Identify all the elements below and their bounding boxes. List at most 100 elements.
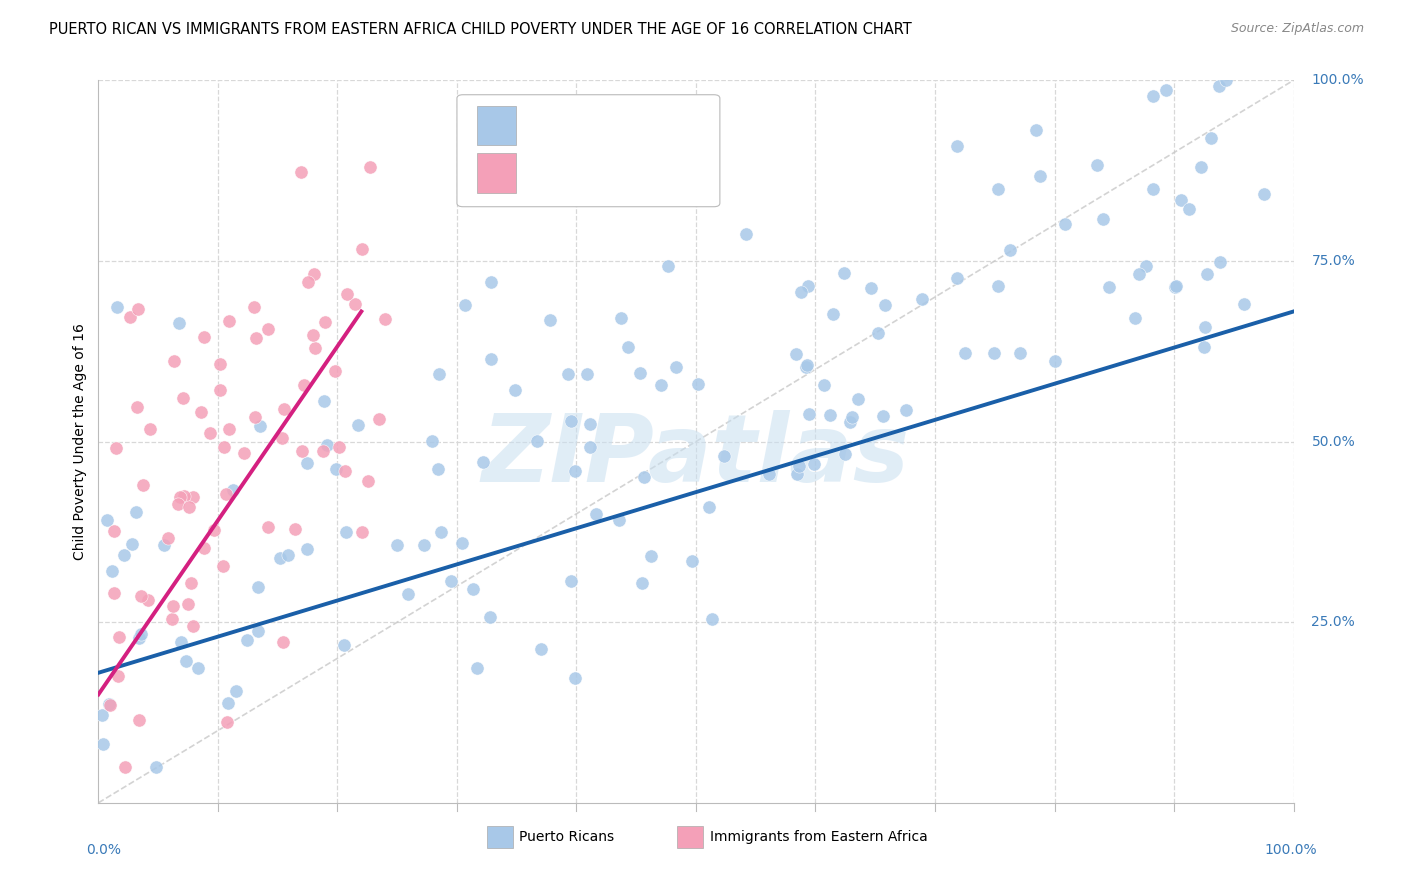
Point (347, 417, 370, 432)
Point (681, 554, 703, 568)
Point (247, 624, 270, 639)
Text: 100.0%: 100.0% (1312, 73, 1364, 87)
Point (271, 432, 294, 446)
Point (93, 737, 115, 751)
Point (787, 458, 810, 473)
Point (427, 367, 450, 381)
Point (225, 683, 247, 698)
Point (96, 513, 118, 527)
Point (292, 377, 315, 392)
Point (187, 661, 209, 675)
Point (193, 329, 215, 343)
Point (162, 599, 184, 613)
Point (136, 592, 159, 607)
Point (215, 714, 238, 729)
Point (217, 696, 239, 710)
Point (440, 574, 463, 588)
Point (1010, 346, 1032, 360)
Point (246, 580, 269, 594)
Point (273, 402, 295, 417)
Point (832, 266, 855, 280)
Point (1000, 243, 1022, 257)
Point (1123, 311, 1146, 326)
Point (271, 635, 294, 649)
Point (121, 537, 143, 551)
Point (1177, 202, 1199, 216)
Point (335, 525, 357, 540)
Point (1253, 187, 1275, 202)
Point (797, 407, 820, 421)
Point (107, 630, 129, 644)
Point (114, 760, 136, 774)
Text: 75.0%: 75.0% (1312, 254, 1355, 268)
Point (1194, 340, 1216, 354)
Point (167, 316, 190, 330)
Point (312, 394, 335, 409)
Point (713, 449, 735, 463)
Point (479, 351, 502, 366)
Point (1142, 88, 1164, 103)
Text: Immigrants from Eastern Africa: Immigrants from Eastern Africa (710, 830, 928, 844)
Point (758, 467, 780, 481)
Point (987, 278, 1010, 293)
Point (385, 538, 408, 552)
Point (846, 392, 869, 407)
Bar (486, 826, 513, 847)
Point (396, 587, 419, 601)
Point (538, 313, 561, 327)
Point (297, 275, 319, 289)
Point (359, 160, 381, 174)
Point (579, 417, 602, 431)
Point (129, 589, 152, 603)
Point (314, 315, 336, 329)
Point (103, 524, 125, 538)
Point (209, 383, 232, 397)
Point (127, 302, 149, 317)
Point (163, 354, 186, 368)
Point (911, 292, 934, 306)
Point (1025, 123, 1047, 137)
Point (277, 548, 299, 562)
Point (218, 314, 240, 328)
Point (177, 597, 200, 611)
Point (236, 632, 259, 647)
Point (173, 489, 195, 503)
Point (797, 278, 820, 293)
Point (463, 582, 485, 597)
Point (1098, 280, 1121, 294)
Text: Source: ZipAtlas.com: Source: ZipAtlas.com (1230, 22, 1364, 36)
Point (841, 410, 863, 425)
Point (98, 698, 121, 712)
Text: 50.0%: 50.0% (1312, 434, 1355, 449)
Point (451, 536, 474, 550)
Point (174, 654, 197, 668)
Point (350, 525, 373, 540)
Point (233, 446, 256, 460)
Point (312, 443, 335, 458)
Point (212, 440, 235, 454)
Point (734, 227, 756, 241)
Y-axis label: Child Poverty Under the Age of 16: Child Poverty Under the Age of 16 (73, 323, 87, 560)
Point (560, 574, 582, 589)
Point (297, 456, 319, 470)
Point (607, 513, 630, 527)
Point (180, 576, 202, 591)
Point (1233, 297, 1256, 311)
Point (98, 698, 121, 712)
Point (198, 425, 221, 440)
Point (169, 490, 191, 504)
Point (650, 378, 672, 392)
Point (1208, 79, 1230, 94)
Point (91, 707, 114, 722)
Point (166, 497, 188, 511)
Point (177, 500, 200, 515)
Point (332, 638, 354, 652)
Point (170, 635, 193, 649)
Point (157, 531, 180, 545)
Point (257, 322, 280, 336)
Point (145, 760, 167, 774)
Point (245, 409, 267, 424)
Point (790, 285, 813, 299)
Text: ZIPatlas: ZIPatlas (482, 410, 910, 502)
Point (564, 464, 586, 478)
